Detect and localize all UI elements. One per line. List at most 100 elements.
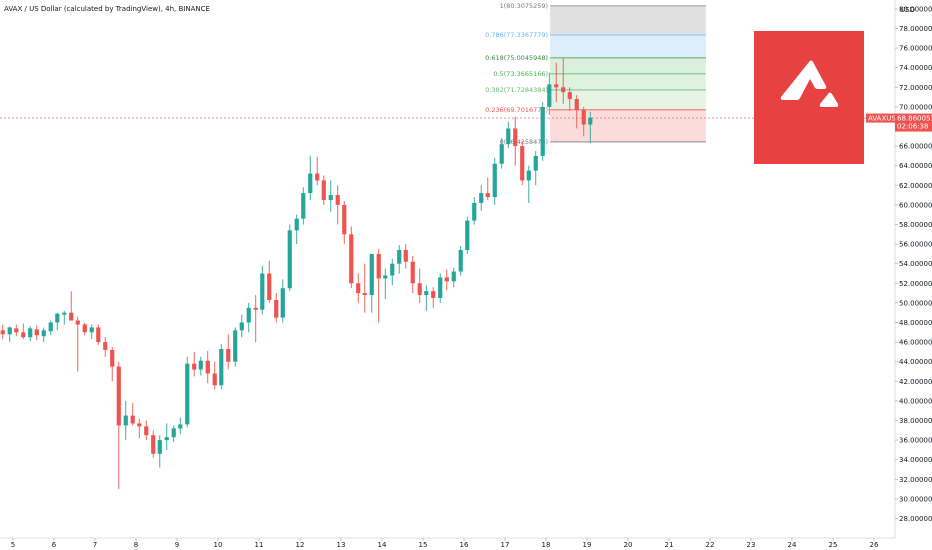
candle-body [417, 283, 422, 296]
candle-body [28, 328, 33, 338]
candle-body [403, 249, 408, 262]
candle-body [342, 204, 347, 235]
candle-body [55, 313, 60, 323]
candle-body [157, 440, 162, 454]
candle-body [369, 253, 374, 296]
y-tick-label: 78.0000000 [899, 25, 932, 33]
candle-body [287, 230, 292, 289]
y-tick-label: 48.0000000 [899, 319, 932, 327]
candle-body [198, 360, 203, 370]
candle-body [34, 329, 39, 336]
y-tick-label: 72.0000000 [899, 84, 932, 92]
y-tick-label: 64.0000000 [899, 162, 932, 170]
candle-body [588, 117, 593, 125]
fib-zone [550, 109, 706, 142]
x-tick-label: 25 [829, 541, 838, 549]
x-tick-label: 18 [542, 541, 551, 549]
candle-body [356, 283, 361, 294]
x-tick-label: 19 [583, 541, 592, 549]
candle-body [137, 423, 142, 427]
price-tag-value: 68.8600536 [897, 114, 932, 122]
y-tick-label: 66.0000000 [899, 143, 932, 151]
candle-body [438, 277, 443, 298]
candle-body [41, 330, 46, 337]
candle-body [472, 202, 477, 221]
y-tick-label: 36.0000000 [899, 437, 932, 445]
candle-body [506, 128, 511, 145]
currency-label: USD [900, 6, 915, 14]
candle-body [219, 348, 224, 386]
candle-body [540, 106, 545, 156]
candle-body [444, 277, 449, 282]
fib-zone [550, 89, 706, 110]
candle-body [485, 193, 490, 198]
x-tick-label: 7 [93, 541, 97, 549]
avalanche-logo [754, 31, 864, 164]
candle-body [410, 261, 415, 284]
candle-body [123, 415, 128, 426]
candle-body [479, 193, 484, 203]
x-tick-label: 6 [52, 541, 57, 549]
candle-body [103, 342, 108, 350]
x-tick-label: 20 [624, 541, 633, 549]
candle-body [424, 291, 429, 296]
candle-body [171, 428, 176, 438]
candle-body [554, 84, 559, 88]
fib-level-label: 1(80.3075259) [500, 2, 549, 10]
candle-body [397, 249, 402, 264]
fib-zone [550, 34, 706, 58]
candle-body [362, 293, 367, 296]
symbol-tag [866, 113, 895, 123]
fib-level-label: 0.5(73.3665166) [493, 70, 548, 78]
candle-body [69, 312, 74, 321]
candle-body [116, 366, 121, 426]
candle-body [110, 349, 115, 367]
candle-body [335, 195, 340, 205]
fib-zone [550, 57, 706, 74]
candle-body [246, 307, 251, 323]
candle-body [520, 146, 525, 181]
y-tick-label: 60.0000000 [899, 201, 932, 209]
y-tick-label: 38.0000000 [899, 417, 932, 425]
candle-body [226, 348, 231, 362]
candle-body [581, 109, 586, 125]
fib-level-label: 0.382(71.7284384) [485, 86, 548, 94]
candle-body [205, 360, 210, 374]
fib-level-label: 0.618(75.0045948) [485, 54, 548, 62]
candle-body [62, 312, 67, 315]
y-tick-label: 32.0000000 [899, 476, 932, 484]
candle-body [14, 328, 19, 333]
logo-mark-small [819, 92, 839, 107]
candle-body [178, 424, 183, 429]
x-tick-label: 16 [460, 541, 469, 549]
candle-body [21, 332, 26, 338]
x-tick-label: 8 [134, 541, 138, 549]
y-tick-label: 40.0000000 [899, 397, 932, 405]
candle-body [151, 435, 156, 454]
candle-body [294, 218, 299, 231]
x-tick-label: 10 [214, 541, 223, 549]
candle-body [465, 220, 470, 250]
y-tick-label: 28.0000000 [899, 515, 932, 523]
price-axis[interactable]: 28.0000000 30.0000000 32.0000000 34.0000000… [895, 5, 932, 523]
candle-body [533, 155, 538, 171]
x-tick-label: 23 [747, 541, 756, 549]
candle-body [164, 437, 169, 441]
candle-body [233, 330, 238, 362]
candle-body [451, 271, 456, 282]
x-tick-label: 5 [11, 541, 15, 549]
candle-body [0, 330, 5, 335]
time-axis[interactable]: 5 6 7 8 9 10 11 12 13 14 15 16 17 18 19 20 21 22 23 24 25 26 [0, 537, 895, 549]
y-tick-label: 52.0000000 [899, 280, 932, 288]
candle-body [96, 327, 101, 343]
candle-body [144, 426, 149, 436]
y-tick-label: 80.0000000 [899, 5, 932, 13]
candle-body [321, 180, 326, 200]
chart-title: AVAX / US Dollar (calculated by TradingV… [4, 5, 210, 13]
candle-body [48, 322, 53, 332]
candle-body [82, 324, 87, 333]
price-axis-bg[interactable] [895, 0, 932, 550]
candle-body [212, 373, 217, 386]
fibonacci-retracement[interactable]: 1(80.3075259) 0.786(77.3367779) 0.618(75.0… [485, 2, 706, 146]
